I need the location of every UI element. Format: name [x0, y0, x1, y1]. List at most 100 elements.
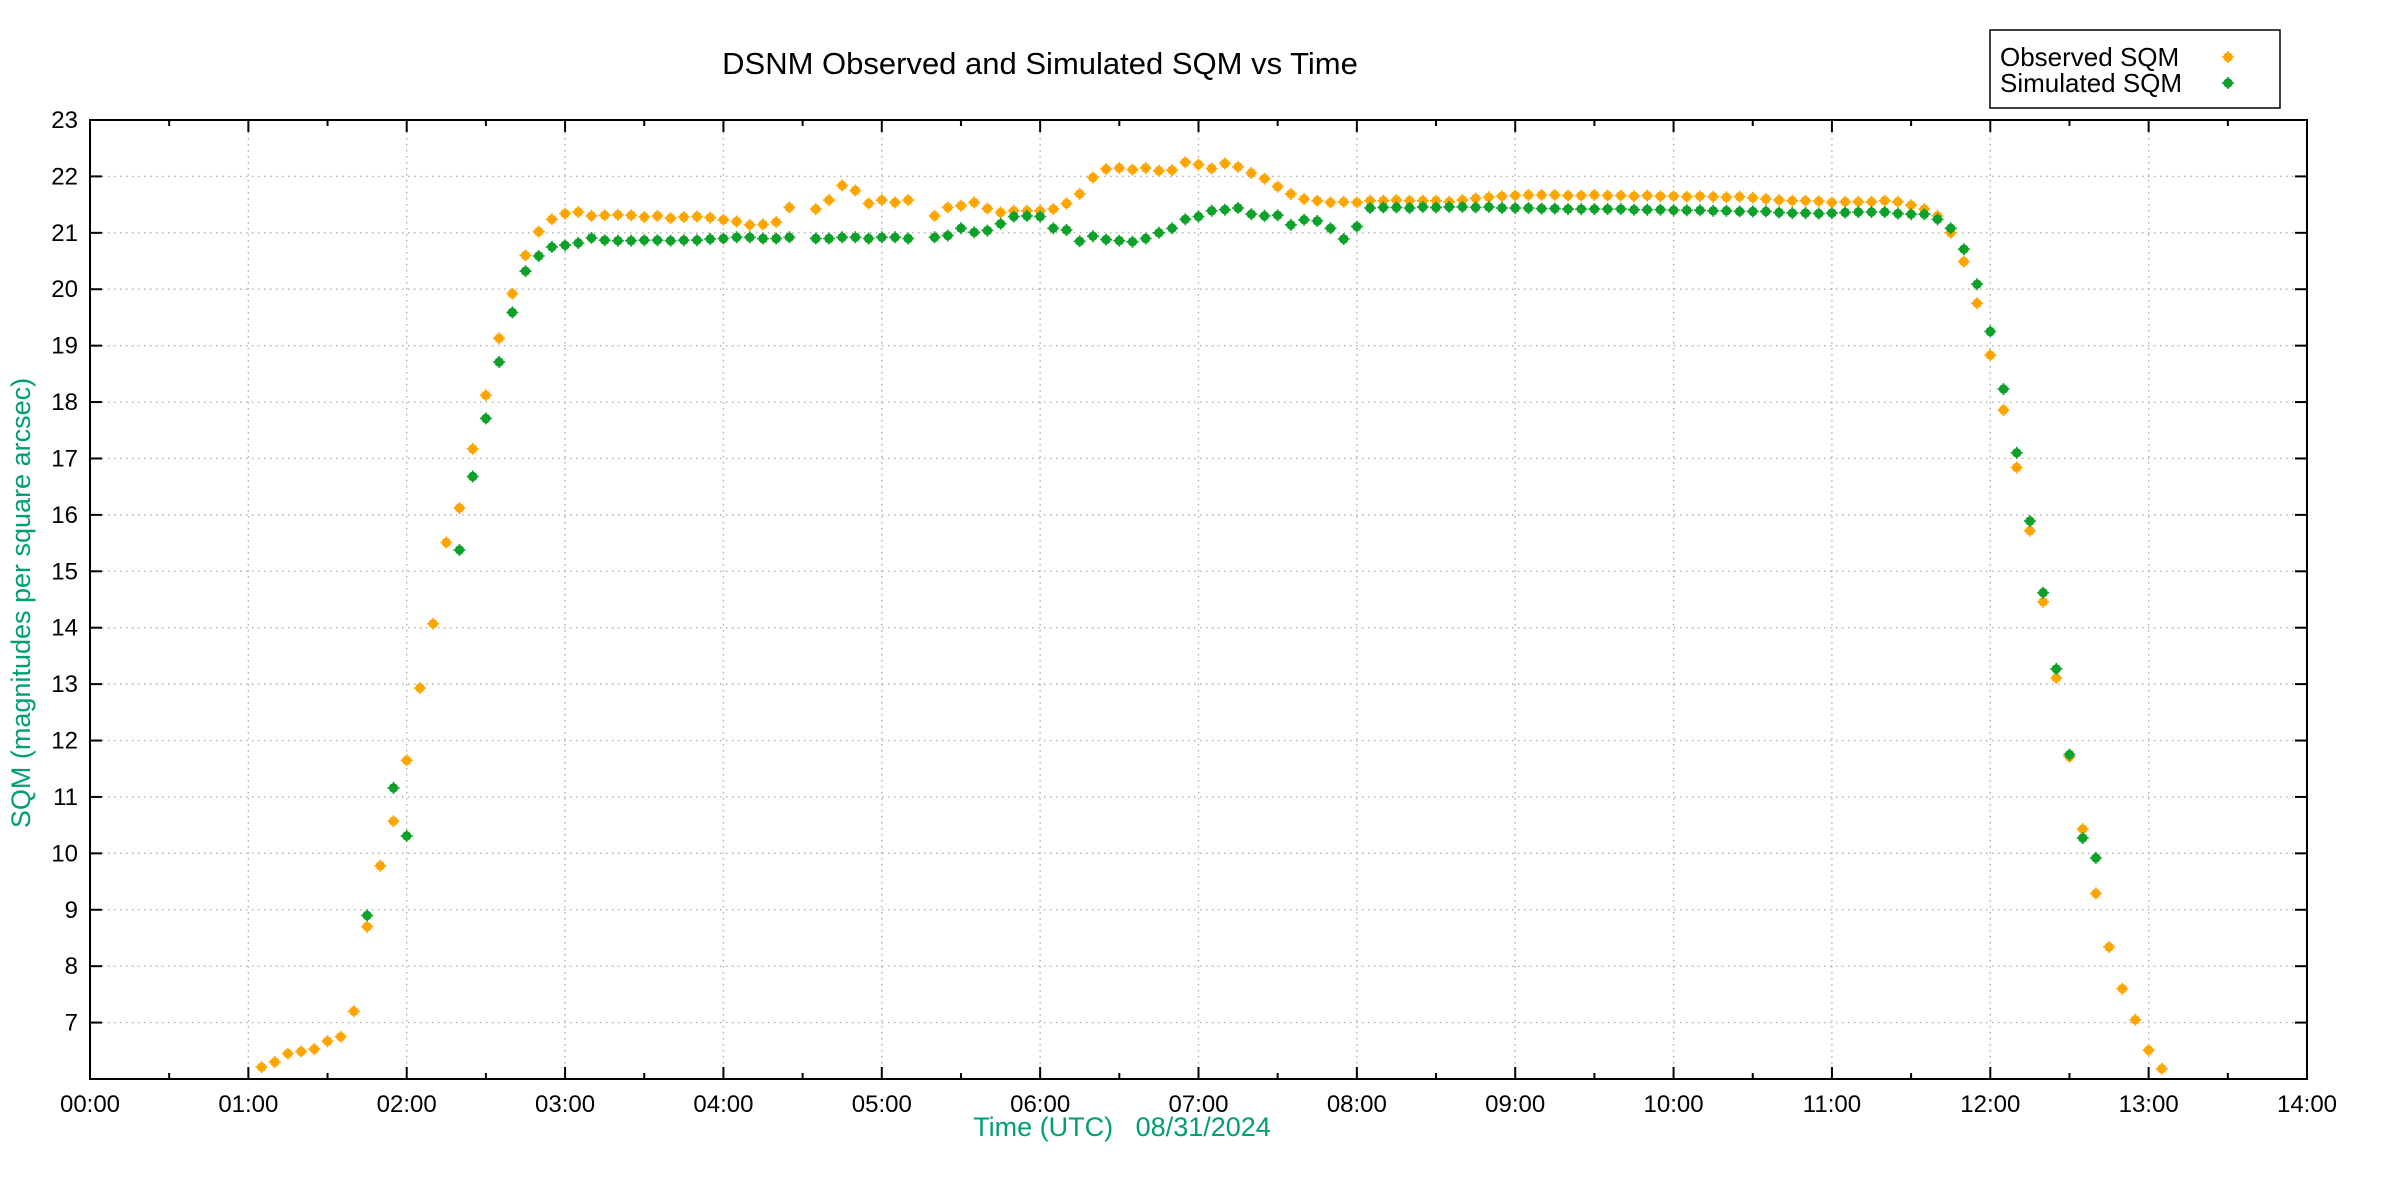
y-tick-label: 8	[65, 953, 78, 980]
data-point	[440, 536, 453, 549]
data-point	[783, 201, 796, 214]
data-point	[1799, 194, 1812, 207]
data-point	[849, 184, 862, 197]
data-point	[1390, 201, 1403, 214]
data-point	[1086, 230, 1099, 243]
data-point	[1852, 206, 1865, 218]
data-point	[1641, 189, 1654, 202]
data-point	[704, 233, 717, 245]
data-point	[572, 237, 585, 249]
data-point	[1113, 234, 1126, 247]
grid-layer	[90, 120, 2307, 1079]
data-point	[598, 234, 611, 247]
y-tick-label: 21	[51, 220, 78, 247]
data-point	[1575, 203, 1588, 216]
data-point	[1496, 202, 1508, 214]
data-point	[479, 389, 492, 402]
data-point	[902, 232, 915, 245]
data-point	[1905, 208, 1918, 221]
data-point	[400, 829, 413, 842]
data-point	[255, 1061, 268, 1074]
data-point	[493, 356, 506, 368]
y-tick-label: 17	[51, 445, 78, 472]
legend-label-observed: Observed SQM	[2000, 42, 2179, 72]
data-point	[1364, 202, 1377, 214]
data-point	[875, 231, 888, 244]
plot-border	[89, 119, 2308, 1080]
data-point	[2023, 515, 2036, 528]
data-point	[361, 920, 374, 933]
data-point-layer	[255, 156, 2168, 1075]
data-point	[1957, 243, 1970, 256]
data-point	[427, 617, 440, 630]
data-point	[1047, 222, 1060, 235]
data-point	[1773, 194, 1786, 207]
data-point	[1694, 190, 1706, 203]
data-point	[1812, 195, 1825, 208]
data-point	[1232, 202, 1245, 214]
data-point	[1271, 180, 1284, 193]
data-point	[1218, 157, 1231, 170]
data-point	[638, 234, 651, 247]
data-point	[941, 229, 954, 242]
data-point	[1086, 171, 1099, 184]
data-point	[1733, 205, 1746, 218]
data-point	[625, 209, 638, 222]
data-point	[1192, 158, 1205, 171]
data-point	[1548, 189, 1561, 201]
y-tick-label: 19	[51, 333, 78, 360]
x-tick-label: 08:00	[1327, 1091, 1387, 1118]
data-point	[532, 250, 545, 262]
data-point	[1522, 189, 1535, 201]
data-point	[1126, 235, 1139, 248]
data-point	[400, 754, 413, 767]
data-point	[836, 231, 849, 244]
data-point	[823, 194, 835, 207]
data-point	[677, 234, 690, 247]
data-point	[955, 199, 967, 212]
data-point	[1971, 278, 1984, 291]
data-point	[1535, 189, 1548, 201]
data-point	[413, 682, 426, 695]
x-tick-label: 03:00	[535, 1091, 595, 1118]
data-point	[611, 234, 624, 247]
data-point	[1891, 207, 1904, 220]
data-point	[1548, 202, 1561, 215]
data-point	[2010, 446, 2023, 459]
x-tick-label: 09:00	[1485, 1091, 1545, 1118]
data-point	[453, 502, 466, 515]
data-point	[1073, 235, 1086, 248]
y-tick-label: 9	[65, 897, 78, 924]
data-point	[611, 208, 624, 221]
data-point	[1588, 189, 1601, 201]
data-point	[836, 179, 849, 192]
data-point	[1641, 203, 1654, 216]
x-tick-label: 00:00	[60, 1091, 120, 1118]
data-point	[1905, 199, 1918, 212]
data-point	[493, 332, 506, 345]
data-point	[387, 815, 400, 828]
legend-box	[1989, 29, 2281, 109]
data-point	[1284, 187, 1297, 200]
x-tick-label: 01:00	[218, 1091, 278, 1118]
data-point	[1654, 203, 1667, 216]
data-point	[1984, 349, 1997, 362]
data-point	[532, 225, 545, 238]
y-tick-label: 12	[51, 728, 78, 755]
data-point	[1931, 213, 1944, 226]
x-tick-label: 04:00	[693, 1091, 753, 1118]
data-point	[585, 231, 598, 244]
data-point	[1311, 215, 1324, 227]
data-point	[1192, 210, 1205, 223]
data-point	[1205, 204, 1218, 217]
data-point	[1311, 194, 1324, 207]
data-point	[1139, 162, 1152, 174]
y-tick-label: 10	[51, 840, 78, 867]
data-point	[625, 234, 638, 247]
data-point	[1654, 190, 1667, 203]
data-point	[1562, 203, 1574, 216]
data-point	[2089, 851, 2102, 864]
data-point	[638, 211, 651, 223]
